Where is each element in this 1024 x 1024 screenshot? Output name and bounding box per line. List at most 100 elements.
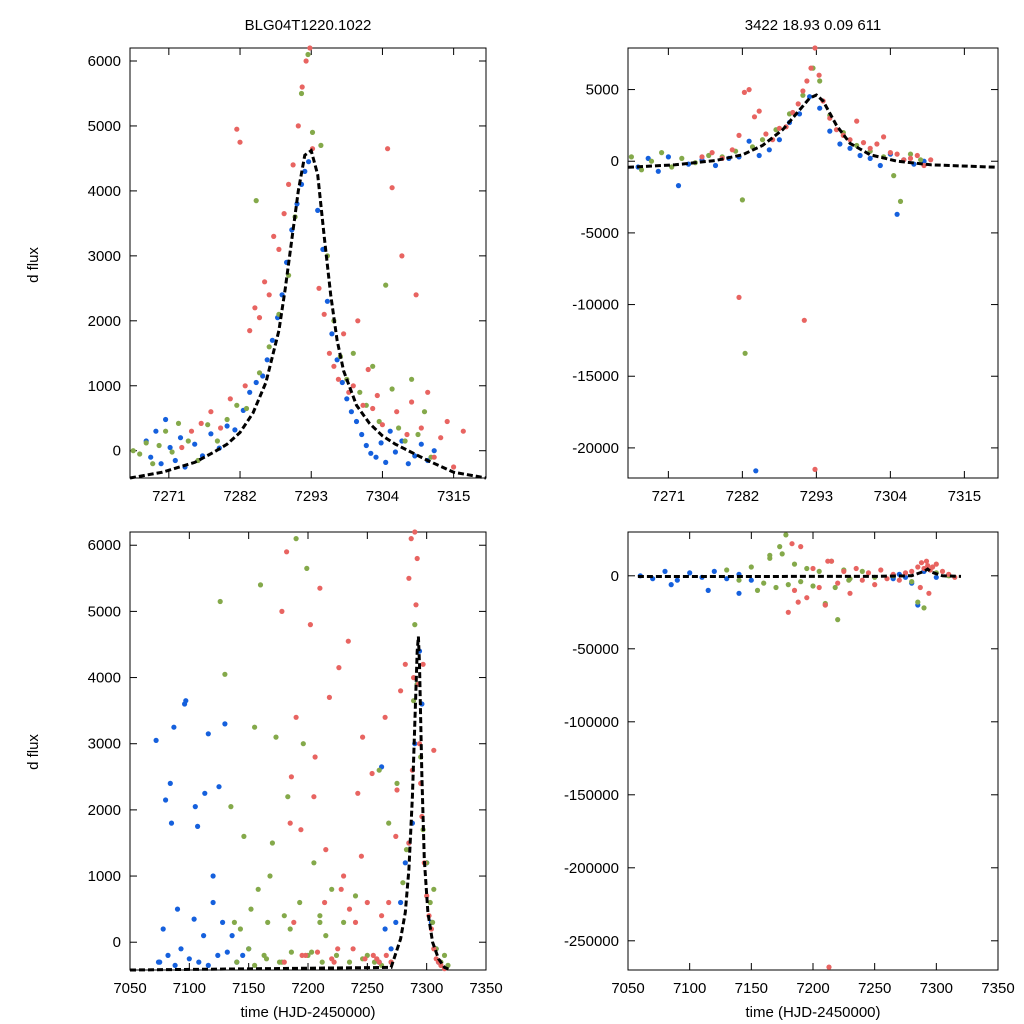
y-tick-label: 0 [611, 153, 619, 170]
plot-frame [627, 531, 999, 971]
data-point-green [921, 605, 927, 611]
data-point-blue [796, 111, 803, 117]
data-point-green [759, 137, 766, 143]
data-point-red [914, 152, 920, 159]
data-point-green [396, 425, 402, 431]
data-point-green [304, 565, 310, 572]
data-point-red [262, 279, 268, 285]
data-point-red [399, 253, 405, 259]
data-point-green [243, 405, 250, 412]
data-point-green [706, 152, 712, 159]
data-point-green [317, 919, 323, 926]
data-points [637, 532, 962, 970]
y-tick-label: 3000 [88, 248, 121, 265]
data-point-green [832, 584, 838, 591]
data-point-red [326, 350, 332, 356]
data-point-red [252, 305, 258, 311]
data-point-red [322, 899, 328, 906]
data-point-red [746, 87, 752, 93]
data-point-green [791, 561, 798, 567]
data-point-red [362, 956, 368, 962]
data-point-red [323, 847, 329, 853]
data-point-blue [163, 797, 169, 803]
data-point-red [360, 402, 366, 408]
data-point-green [252, 962, 258, 969]
data-point-green [445, 962, 451, 969]
data-point-blue [687, 570, 693, 576]
y-tick-label: 4000 [88, 183, 121, 200]
data-point-blue [753, 468, 759, 474]
data-point-green [175, 420, 182, 426]
data-point-green [891, 173, 897, 179]
data-point-red [894, 151, 900, 157]
data-point-green [804, 565, 810, 572]
data-point-red [247, 328, 253, 334]
data-point-red [317, 585, 323, 591]
data-point-red [854, 118, 860, 124]
data-point-red [346, 906, 353, 912]
data-point-green [317, 913, 323, 919]
data-point-red [234, 126, 240, 132]
data-point-red [188, 428, 195, 434]
data-point-red [291, 919, 297, 926]
data-point-blue [186, 956, 192, 962]
data-point-red [355, 318, 361, 324]
x-tick-label: 7293 [295, 488, 328, 505]
data-point-red [341, 873, 347, 879]
data-point-red [364, 899, 370, 906]
y-tick-label: -15000 [572, 368, 619, 385]
data-point-red [370, 405, 376, 412]
data-point-blue [224, 423, 230, 429]
data-point-red [741, 89, 748, 95]
data-point-blue [167, 444, 173, 451]
data-point-green [773, 584, 779, 591]
y-tick-label: -150000 [564, 787, 619, 804]
data-point-green [415, 431, 421, 438]
y-tick-label: 2000 [88, 313, 121, 330]
data-point-blue [665, 154, 672, 160]
data-point-red [907, 155, 914, 161]
data-point-blue [183, 698, 189, 704]
x-tick-label: 7300 [920, 980, 953, 997]
data-point-red [859, 577, 865, 583]
data-point-blue [756, 152, 762, 159]
data-point-red [822, 602, 828, 608]
data-point-red [828, 558, 835, 564]
data-point-red [431, 454, 437, 460]
data-point-green [370, 363, 376, 369]
data-point-green [400, 880, 406, 886]
data-point-green [257, 582, 264, 588]
y-tick-label: 1000 [88, 378, 121, 395]
data-point-red [237, 139, 243, 145]
data-point-red [736, 132, 742, 138]
data-point-red [379, 913, 385, 919]
data-point-blue [373, 454, 379, 460]
data-points [129, 529, 452, 972]
data-point-red [198, 420, 204, 426]
data-points [129, 45, 487, 480]
x-tick-label: 7304 [874, 488, 907, 505]
data-point-red [413, 602, 419, 608]
data-point-red [812, 45, 818, 51]
data-point-green [897, 198, 904, 204]
data-point-red [312, 754, 318, 760]
data-point-blue [711, 568, 717, 575]
data-point-red [338, 886, 344, 892]
data-point-red [402, 661, 408, 667]
data-point-green [248, 906, 254, 912]
data-point-red [867, 145, 873, 151]
data-point-green [318, 142, 324, 148]
data-point-red [406, 575, 412, 581]
data-point-red [179, 444, 185, 451]
data-point-blue [353, 418, 360, 425]
data-point-blue [383, 459, 389, 465]
data-point-red [860, 140, 867, 146]
data-point-blue [269, 337, 275, 343]
data-point-blue [163, 416, 169, 423]
data-point-blue [174, 906, 181, 912]
x-tick-label: 7350 [981, 980, 1014, 997]
x-tick-label: 7200 [291, 980, 324, 997]
y-tick-label: -250000 [564, 933, 619, 950]
plot-frame [129, 47, 487, 479]
data-point-green [150, 461, 156, 467]
